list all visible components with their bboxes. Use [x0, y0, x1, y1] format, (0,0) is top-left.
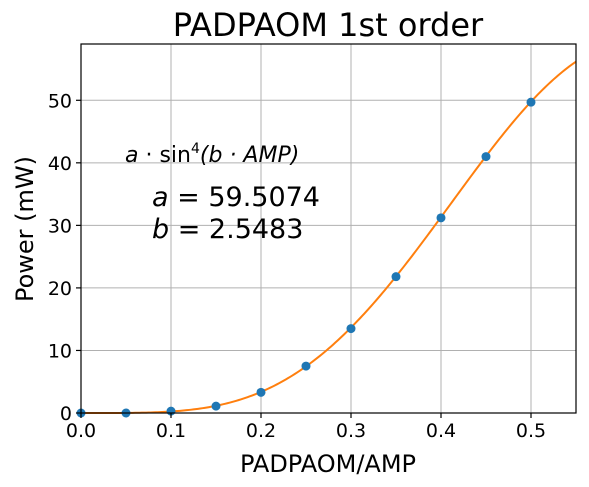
data-point [301, 361, 311, 371]
data-point [346, 324, 356, 334]
param-a-value: = 59.5074 [169, 182, 320, 213]
x-axis-label: PADPAOM/AMP [240, 450, 416, 478]
formula-argument: (b · AMP) [200, 143, 299, 168]
y-axis-label: Power (mW) [11, 156, 39, 302]
y-tick-label: 20 [48, 278, 72, 300]
param-a-symbol: a [152, 182, 169, 213]
x-tick-label: 0.2 [246, 420, 276, 442]
data-point [436, 213, 446, 223]
formula-sin: · sin [138, 143, 191, 168]
y-tick-label: 0 [60, 403, 72, 425]
data-point [526, 97, 536, 107]
fit-curve-group [81, 60, 577, 414]
y-ticks: 0 10 20 30 40 50 [48, 90, 81, 425]
data-point [256, 387, 266, 397]
x-ticks: 0.0 0.1 0.2 0.3 0.4 0.5 [66, 413, 546, 442]
data-point [391, 272, 401, 282]
plot-frame [80, 43, 577, 414]
formula-exponent: 4 [191, 141, 200, 157]
y-tick-label: 40 [48, 153, 72, 175]
fit-curve [81, 60, 577, 414]
param-a-annotation: a = 59.5074 [152, 182, 320, 213]
param-b-value: = 2.5483 [169, 214, 303, 245]
x-tick-label: 0.5 [516, 420, 546, 442]
x-tick-label: 0.3 [336, 420, 366, 442]
y-tick-label: 10 [48, 340, 72, 362]
x-tick-label: 0.1 [156, 420, 186, 442]
formula-a: a [125, 143, 138, 168]
y-tick-label: 50 [48, 90, 72, 112]
data-point [481, 152, 491, 162]
x-tick-label: 0.0 [66, 420, 96, 442]
y-tick-label: 30 [48, 215, 72, 237]
x-tick-label: 0.4 [426, 420, 456, 442]
param-b-symbol: b [152, 214, 169, 245]
param-b-annotation: b = 2.5483 [152, 214, 303, 245]
fit-formula-annotation: a · sin4(b · AMP) [125, 141, 299, 168]
chart-title: PADPAOM 1st order [173, 6, 484, 44]
data-point [211, 401, 221, 411]
